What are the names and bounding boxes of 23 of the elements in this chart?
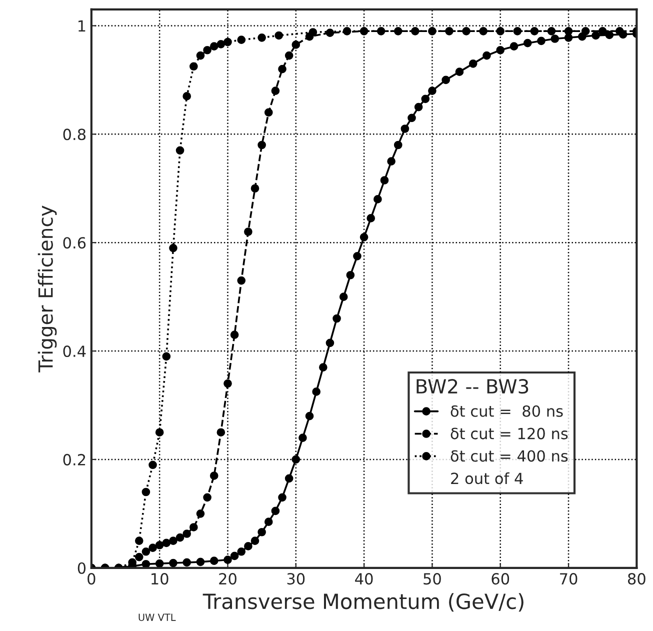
x-tick-label: 70 [560, 573, 578, 585]
y-tick-label: 0.4 [63, 345, 86, 358]
y-tick-label: 0.8 [63, 128, 86, 140]
x-tick-label: 80 [628, 573, 646, 585]
x-tick-label: 30 [287, 573, 305, 585]
y-tick-label: 1 [78, 20, 86, 32]
x-tick-label: 50 [424, 573, 441, 585]
y-tick-label: 0.2 [63, 454, 86, 466]
x-tick-label: 60 [492, 573, 510, 585]
x-axis-title: Transverse Momentum (GeV/c) [202, 593, 524, 612]
x-tick-label: 0 [88, 573, 96, 585]
y-tick-label: 0 [78, 562, 86, 574]
legend-title: BW2 -- BW3 [416, 378, 528, 394]
x-tick-label: 20 [219, 573, 236, 585]
x-tick-label: 40 [355, 573, 373, 585]
legend-label: δt cut = 120 ns [450, 428, 568, 440]
x-tick-label: 10 [152, 573, 168, 585]
text: UW VTL [138, 614, 176, 621]
legend-label: δt cut = 80 ns [450, 405, 563, 417]
annotation: 2 out of 4 [451, 472, 523, 484]
y-axis-title: Trigger Efficiency [38, 206, 57, 372]
legend-label: δt cut = 400 ns [450, 450, 568, 462]
y-tick-label: 0.6 [63, 237, 86, 249]
